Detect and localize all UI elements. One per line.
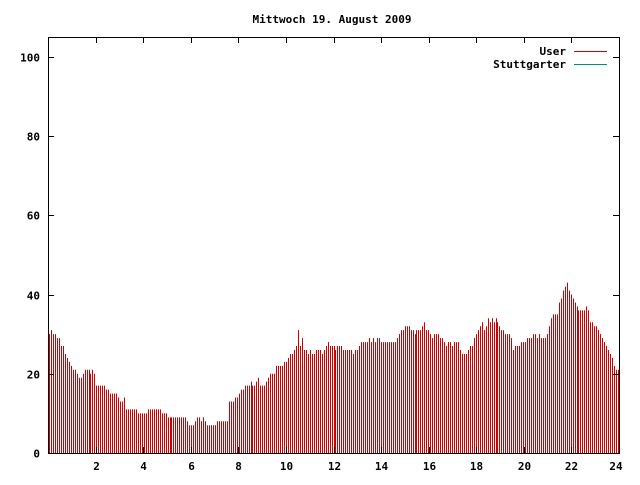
legend-label: User bbox=[540, 45, 567, 58]
y-tick-label: 20 bbox=[27, 369, 40, 382]
x-tick-label: 18 bbox=[470, 460, 483, 473]
bar-group bbox=[49, 282, 619, 453]
y-tick-label: 100 bbox=[20, 52, 40, 65]
y-axis: 0 20 40 60 80 100 bbox=[20, 52, 619, 461]
x-tick-label: 22 bbox=[565, 460, 578, 473]
x-tick-label: 6 bbox=[188, 460, 195, 473]
y-tick-label: 40 bbox=[27, 290, 40, 303]
legend-label: Stuttgarter bbox=[493, 58, 566, 71]
x-tick-label: 20 bbox=[518, 460, 531, 473]
x-axis: 2 4 6 8 10 12 14 16 18 20 22 24 bbox=[93, 37, 623, 473]
x-tick-label: 16 bbox=[423, 460, 437, 473]
x-tick-label: 24 bbox=[609, 460, 623, 473]
y-tick-label: 80 bbox=[27, 131, 40, 144]
x-tick-label: 14 bbox=[375, 460, 389, 473]
chart-title: Mittwoch 19. August 2009 bbox=[253, 13, 412, 26]
x-tick-label: 12 bbox=[328, 460, 341, 473]
x-tick-label: 4 bbox=[140, 460, 147, 473]
x-tick-label: 10 bbox=[280, 460, 293, 473]
y-tick-label: 60 bbox=[27, 210, 40, 223]
x-tick-label: 2 bbox=[93, 460, 100, 473]
x-tick-label: 8 bbox=[235, 460, 242, 473]
y-tick-label: 0 bbox=[33, 448, 40, 461]
